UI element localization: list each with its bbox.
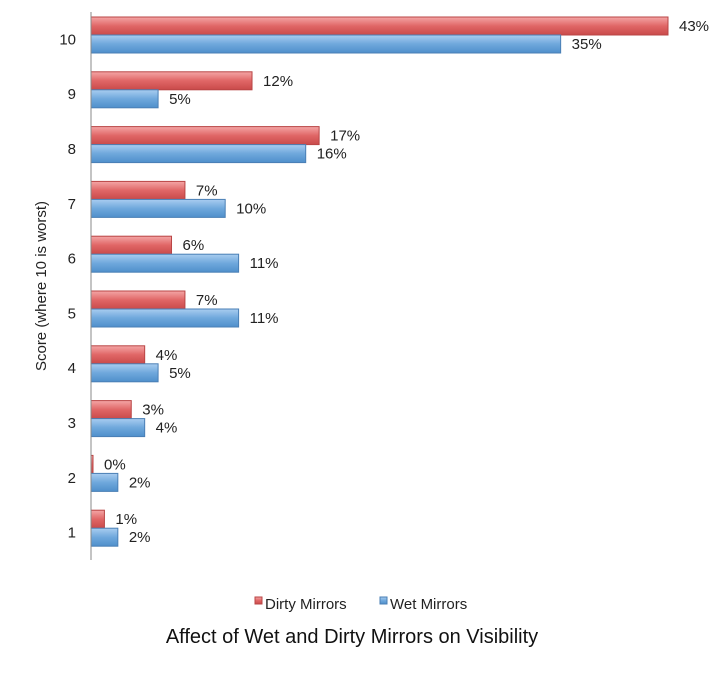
data-label-wet-1: 2% — [129, 529, 151, 546]
data-label-dirty-1: 1% — [115, 511, 137, 528]
legend-label-wet: Wet Mirrors — [390, 596, 467, 613]
y-tick-label-1: 1 — [68, 525, 76, 542]
legend-swatch-dirty — [254, 596, 263, 605]
y-axis-label: Score (where 10 is worst) — [33, 201, 50, 371]
bar-dirty-3 — [90, 400, 132, 420]
bar-wet-8 — [90, 144, 307, 164]
data-label-dirty-10: 43% — [679, 18, 709, 35]
y-tick-label-2: 2 — [68, 470, 76, 487]
y-tick-label-8: 8 — [68, 141, 76, 158]
bar-wet-6 — [90, 253, 240, 273]
bar-wet-1 — [90, 527, 119, 547]
y-tick-label-6: 6 — [68, 251, 76, 268]
data-label-wet-5: 11% — [250, 310, 279, 327]
bar-dirty-7 — [90, 180, 186, 200]
data-label-dirty-5: 7% — [196, 292, 218, 309]
y-tick-label-9: 9 — [68, 86, 76, 103]
legend: Dirty Mirrors Wet Mirrors — [254, 596, 467, 613]
y-tick-label-7: 7 — [68, 196, 76, 213]
data-label-wet-9: 5% — [169, 91, 191, 108]
bar-wet-10 — [90, 34, 562, 54]
y-tick-label-3: 3 — [68, 415, 76, 432]
bar-wet-3 — [90, 418, 146, 438]
legend-label-dirty: Dirty Mirrors — [265, 596, 347, 613]
data-label-wet-6: 11% — [250, 255, 279, 272]
data-label-wet-7: 10% — [236, 200, 266, 217]
labels-layer: 1043%35%912%5%817%16%77%10%66%11%57%11%4… — [59, 18, 709, 546]
data-label-wet-4: 5% — [169, 365, 191, 382]
data-label-wet-10: 35% — [572, 36, 602, 53]
data-label-wet-3: 4% — [156, 420, 178, 437]
bar-dirty-6 — [90, 235, 173, 255]
y-tick-label-10: 10 — [59, 31, 76, 48]
data-label-dirty-6: 6% — [183, 237, 205, 254]
data-label-dirty-2: 0% — [104, 456, 126, 473]
bar-dirty-9 — [90, 71, 253, 91]
bar-wet-5 — [90, 308, 240, 328]
data-label-dirty-8: 17% — [330, 128, 360, 145]
bar-wet-2 — [90, 472, 119, 492]
bar-dirty-8 — [90, 126, 320, 146]
data-label-dirty-7: 7% — [196, 182, 218, 199]
legend-swatch-wet — [379, 596, 388, 605]
data-label-wet-2: 2% — [129, 474, 151, 491]
y-tick-label-5: 5 — [68, 305, 76, 322]
bar-dirty-4 — [90, 345, 146, 365]
bar-wet-9 — [90, 89, 159, 109]
data-label-dirty-3: 3% — [142, 402, 164, 419]
y-tick-label-4: 4 — [68, 360, 76, 377]
bar-wet-4 — [90, 363, 159, 383]
data-label-dirty-4: 4% — [156, 347, 178, 364]
bar-dirty-10 — [90, 16, 669, 36]
chart-title: Affect of Wet and Dirty Mirrors on Visib… — [166, 626, 538, 648]
bar-dirty-5 — [90, 290, 186, 310]
data-label-dirty-9: 12% — [263, 73, 293, 90]
bar-dirty-1 — [90, 509, 105, 529]
bar-wet-7 — [90, 198, 226, 218]
data-label-wet-8: 16% — [317, 146, 347, 163]
